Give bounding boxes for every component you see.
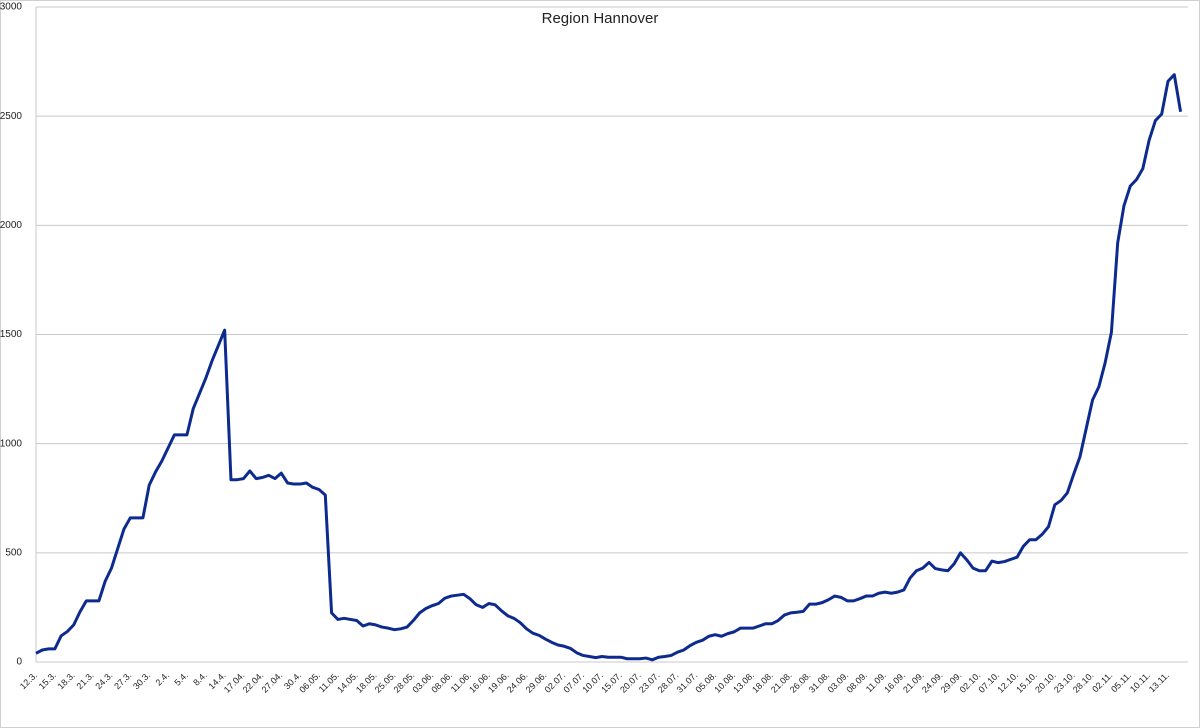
y-tick-label: 500: [5, 547, 22, 558]
y-tick-label: 1500: [0, 329, 22, 340]
data-line: [35, 73, 1183, 662]
y-tick-label: 2000: [0, 220, 22, 231]
y-tick-label: 0: [16, 657, 22, 668]
chart-title: Region Hannover: [542, 10, 659, 27]
y-tick-label: 2500: [0, 111, 22, 122]
y-tick-label: 1000: [0, 438, 22, 449]
y-tick-label: 3000: [0, 2, 22, 13]
